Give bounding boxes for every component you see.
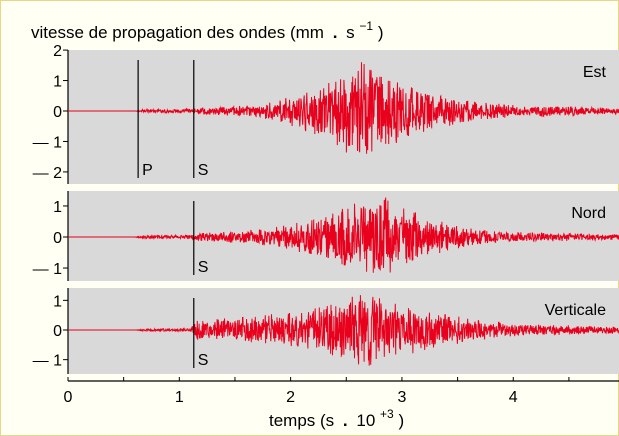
title-dot: . [333,23,338,42]
x-tick-label: 2 [286,389,295,406]
title-text: vitesse de propagation des ondes (mm [31,23,324,42]
y-tick-label: — 1 [33,134,62,151]
x-tick-label: 3 [397,389,406,406]
y-tick-label: 1 [53,293,62,310]
component-label: Verticale [545,302,606,319]
xlabel-base: 10 [356,411,375,430]
chart-marks: 2 1 0 — 1 — 2 P S Est 1 0 — 1 S Nord 1 0 — 1 S Verticale 0… [33,43,619,406]
chart-title: vitesse de propagation des ondes (mm . s… [31,15,383,42]
seismogram-trace-verticale [68,295,619,366]
y-tick-label: 0 [53,323,62,340]
xlabel-close: ) [398,411,404,430]
y-tick-label: 2 [53,43,62,60]
arrival-label-S: S [198,352,209,369]
xlabel-text: temps (s [269,411,334,430]
arrival-label-S: S [198,162,209,179]
y-tick-label: 0 [53,230,62,247]
arrival-label-S: S [198,259,209,276]
title-exp: −1 [359,19,373,33]
component-label: Nord [571,205,606,222]
component-label: Est [583,64,607,81]
y-tick-label: — 1 [33,353,62,370]
x-tick-label: 1 [175,389,184,406]
y-tick-label: — 2 [33,165,62,182]
seismogram-trace-nord [68,197,619,273]
title-unit: s [346,23,355,42]
y-tick-label: 0 [53,104,62,121]
xlabel-exp: +3 [380,407,394,421]
xlabel-dot: . [343,411,348,430]
x-tick-label: 0 [64,389,73,406]
x-tick-label: 4 [509,389,518,406]
x-axis-label: temps (s . 10 +3 ) [269,403,404,430]
y-tick-label: 1 [53,199,62,216]
arrival-label-P: P [142,162,153,179]
y-tick-label: 1 [53,74,62,91]
y-tick-label: — 1 [33,261,62,278]
seismogram-trace-est [68,62,619,154]
title-close: ) [378,23,384,42]
